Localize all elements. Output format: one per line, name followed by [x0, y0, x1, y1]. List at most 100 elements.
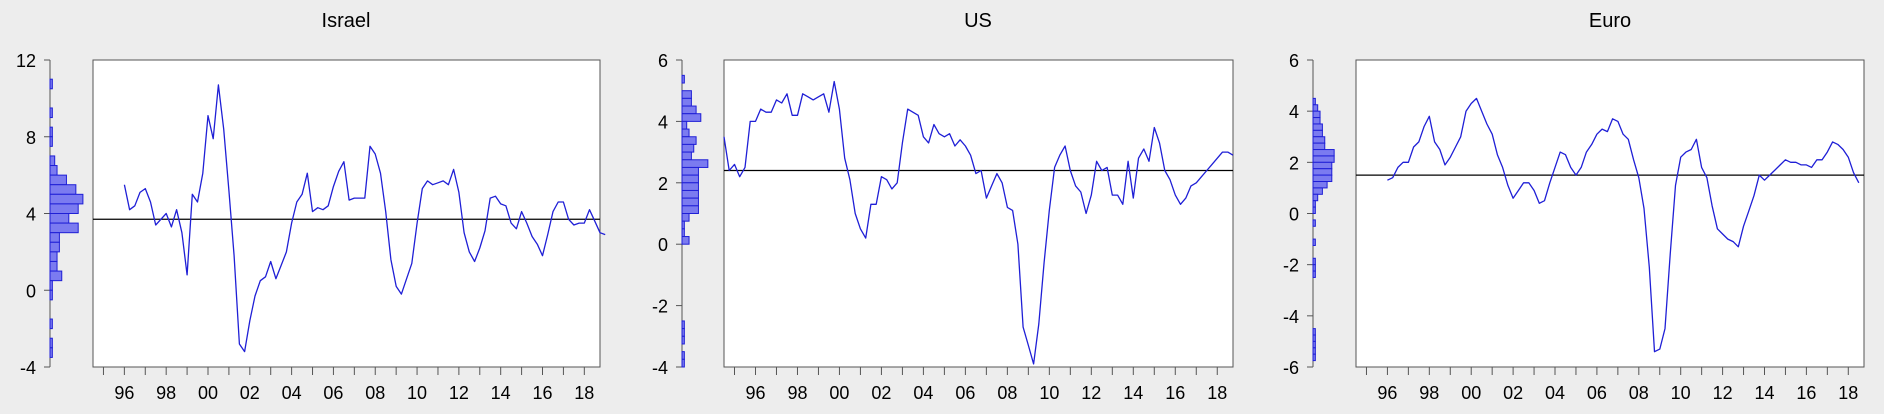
series-line: [123, 84, 606, 353]
histogram-bar: [49, 347, 53, 358]
histogram-bar: [1312, 270, 1316, 278]
y-tick-label: -2: [1283, 256, 1299, 276]
histogram-bar: [681, 320, 685, 330]
x-tick-label: 14: [1754, 383, 1774, 403]
x-tick-label: 96: [114, 383, 134, 403]
x-tick-label: 02: [871, 383, 891, 403]
histogram-bar: [1312, 97, 1316, 106]
histogram-bar: [1312, 340, 1316, 349]
x-tick-label: 12: [1081, 383, 1101, 403]
y-tick-label: 4: [1289, 102, 1299, 122]
y-tick-label: 8: [26, 128, 36, 148]
histogram-bar: [1312, 110, 1321, 119]
histogram-bar: [49, 213, 70, 224]
x-tick-label: 12: [1713, 383, 1733, 403]
chart-title: Israel: [322, 10, 371, 32]
histogram-bar: [1312, 347, 1316, 355]
histogram-bar: [1312, 264, 1316, 272]
histogram-bar: [1312, 219, 1316, 227]
histogram-bar: [681, 74, 685, 84]
y-tick-label: 0: [1289, 205, 1299, 225]
histogram-bar: [681, 328, 685, 337]
x-tick-label: 12: [449, 383, 469, 403]
histogram-bar: [681, 128, 690, 138]
histogram-bar: [49, 241, 60, 253]
histogram-bar: [681, 174, 699, 184]
x-tick-label: 14: [491, 383, 511, 403]
histogram-bar: [49, 280, 53, 291]
y-tick-label: 0: [658, 235, 668, 255]
series-line: [723, 80, 1234, 365]
histogram-bar: [1312, 187, 1323, 195]
x-tick-label: 10: [1671, 383, 1691, 403]
plot-area: [92, 59, 601, 368]
x-tick-label: 00: [1461, 383, 1481, 403]
histogram-bar: [49, 318, 53, 330]
y-tick-label: -6: [1283, 358, 1299, 378]
x-tick-label: 06: [323, 383, 343, 403]
x-tick-label: 98: [787, 383, 807, 403]
histogram-bar: [1312, 353, 1316, 362]
histogram-bar: [681, 166, 699, 176]
histogram-bar: [49, 174, 67, 186]
y-tick-label: 2: [1289, 153, 1299, 173]
x-tick-label: 96: [745, 383, 765, 403]
x-tick-label: 02: [240, 383, 260, 403]
histogram-bar: [1312, 142, 1326, 151]
histogram-bar: [1312, 181, 1328, 189]
histogram-bar: [49, 270, 63, 282]
x-tick-label: 16: [1796, 383, 1816, 403]
histogram-bar: [681, 143, 695, 153]
histogram-bar: [681, 90, 692, 99]
chart-title: Euro: [1589, 10, 1631, 32]
x-tick-label: 18: [1207, 383, 1227, 403]
histogram-bar: [681, 182, 699, 191]
histogram-bar: [1312, 174, 1333, 183]
y-tick-label: -4: [20, 358, 36, 378]
histogram-bar: [49, 184, 77, 195]
x-tick-label: 02: [1503, 383, 1523, 403]
histogram-bar: [681, 220, 685, 230]
y-tick-label: 6: [658, 51, 668, 71]
histogram-bar: [49, 155, 56, 167]
histogram-bar: [681, 159, 709, 168]
x-tick-label: 00: [829, 383, 849, 403]
histogram-bar: [681, 205, 699, 214]
histogram-bar: [1312, 206, 1316, 215]
histogram-bar: [1312, 193, 1319, 202]
y-tick-label: 4: [26, 205, 36, 225]
histogram-bar: [1312, 328, 1316, 336]
histogram-bar: [1312, 149, 1335, 157]
histogram-bar: [1312, 161, 1333, 170]
x-tick-label: 06: [1587, 383, 1607, 403]
histogram-bar: [681, 213, 690, 222]
histogram-bar: [1312, 334, 1316, 342]
histogram-bar: [1312, 168, 1333, 176]
y-tick-label: 4: [658, 112, 668, 132]
histogram-bar: [681, 189, 699, 199]
histogram-bar: [1312, 104, 1319, 112]
histogram-bar: [49, 165, 58, 176]
histogram-bar: [681, 97, 692, 107]
y-tick-label: 12: [16, 51, 36, 71]
x-tick-label: 16: [1165, 383, 1185, 403]
histogram-bar: [1312, 238, 1316, 246]
histogram-bar: [49, 222, 79, 234]
histogram-bar: [49, 136, 53, 147]
histogram-bar: [1312, 129, 1323, 138]
histogram-bar: [49, 260, 58, 272]
plot-area: [723, 59, 1234, 368]
histogram-bar: [49, 78, 53, 90]
x-tick-label: 10: [407, 383, 427, 403]
histogram-bar: [1312, 200, 1316, 208]
histogram-bar: [681, 228, 685, 238]
series-line: [1387, 97, 1860, 353]
histogram-bar: [681, 120, 688, 130]
plot-area: [1355, 59, 1865, 368]
x-tick-label: 08: [1629, 383, 1649, 403]
histogram-bar: [681, 105, 697, 115]
x-tick-label: 96: [1377, 383, 1397, 403]
